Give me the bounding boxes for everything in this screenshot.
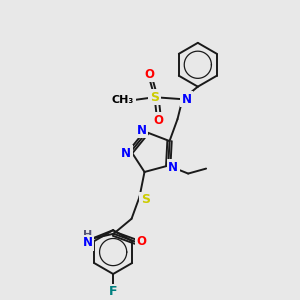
Text: S: S [141, 194, 150, 206]
Text: N: N [83, 236, 93, 249]
Text: H: H [83, 230, 92, 240]
Text: O: O [154, 114, 164, 127]
Text: N: N [121, 147, 131, 160]
Text: CH₃: CH₃ [112, 95, 134, 105]
Text: N: N [136, 124, 147, 137]
Text: N: N [182, 93, 191, 106]
Text: S: S [150, 91, 159, 104]
Text: N: N [168, 161, 178, 174]
Text: F: F [109, 285, 117, 298]
Text: O: O [145, 68, 154, 81]
Text: O: O [136, 235, 146, 248]
